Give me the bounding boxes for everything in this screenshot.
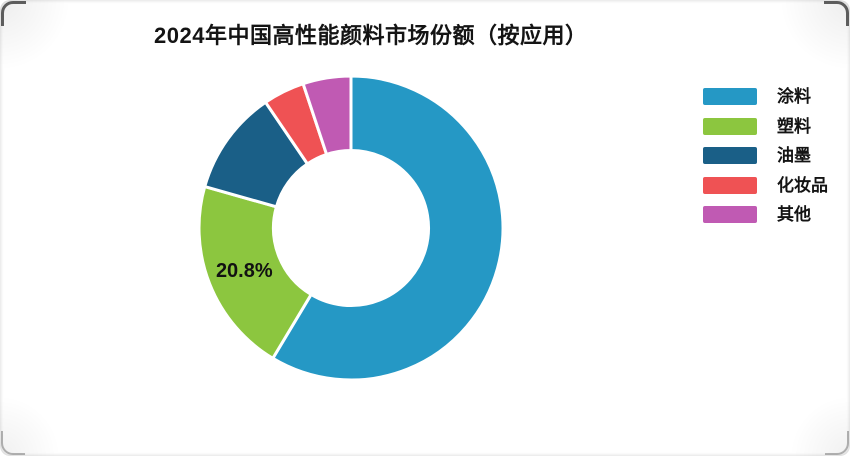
legend-swatch: [703, 176, 757, 194]
legend-swatch: [703, 147, 757, 164]
legend-label: 塑料: [777, 116, 811, 136]
legend-label: 其他: [777, 205, 811, 224]
legend-swatch: [703, 206, 757, 223]
legend-label: 化妆品: [777, 175, 828, 195]
legend: 涂料塑料油墨化妆品其他: [703, 88, 828, 223]
legend-label: 油墨: [777, 146, 811, 165]
chart-title: 2024年中国高性能颜料市场份额（按应用）: [154, 23, 588, 48]
donut-slice-0[interactable]: [271, 74, 505, 382]
legend-item-2[interactable]: 油墨: [703, 147, 828, 164]
legend-label: 涂料: [777, 87, 811, 106]
legend-swatch: [703, 117, 757, 135]
slice-value-label: 20.8%: [216, 260, 273, 282]
legend-item-1[interactable]: 塑料: [703, 116, 828, 136]
donut-slice-1[interactable]: [197, 185, 313, 360]
legend-item-0[interactable]: 涂料: [703, 88, 828, 105]
legend-item-3[interactable]: 化妆品: [703, 175, 828, 195]
legend-item-4[interactable]: 其他: [703, 206, 828, 223]
legend-swatch: [703, 88, 757, 105]
donut-slice-4[interactable]: [301, 74, 353, 156]
